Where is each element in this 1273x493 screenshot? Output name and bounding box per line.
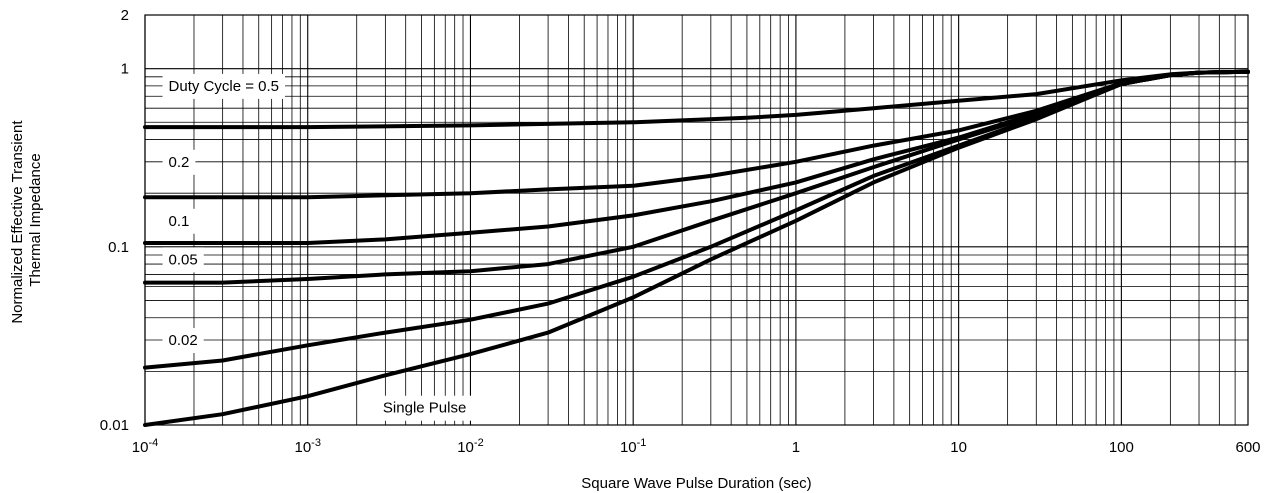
y-axis-label-line-2: Thermal Impedance [27,153,44,286]
x-tick-label: 100 [1109,439,1134,456]
curve [143,69,1250,427]
curve [143,69,1250,370]
curve-label: 0.1 [169,213,190,230]
plot-frame [144,14,1249,426]
x-tick-label: 10-2 [457,437,483,456]
curve-label: Single Pulse [383,400,466,417]
y-tick-label: 1 [121,61,129,78]
x-tick-label: 10-1 [620,437,646,456]
x-tick-label: 10-4 [132,437,158,456]
curve-label-bg [162,149,196,175]
y-tick-labels: 2 1 0.1 0.01 [100,7,129,434]
curve-label-bg [376,395,473,421]
curve-label: 0.02 [169,332,198,349]
x-tick-label: 1 [792,439,800,456]
curve-label-bg [162,73,286,99]
x-tick-label: 10-3 [294,437,320,456]
y-tick-label: 2 [121,7,129,24]
y-axis-label: Normalized Effective Transient Thermal I… [9,116,44,323]
curve-label: 0.2 [169,154,190,171]
x-tick-label: 10 [950,439,967,456]
curve-label: Duty Cycle = 0.5 [169,78,279,95]
curves [143,69,1250,427]
curve-labels: Duty Cycle = 0.5 0.2 0.1 0.05 0.02 Single Pul… [162,73,473,421]
curve-label: 0.05 [169,251,198,268]
x-axis-label: Square Wave Pulse Duration (sec) [581,475,811,492]
curve-label-bg [162,208,196,234]
plot-grid [144,14,1249,426]
curve-label-bg [162,327,204,353]
y-axis-label-line-1: Normalized Effective Transient [9,120,26,324]
curve-label-bg [162,247,204,273]
y-tick-label: 0.01 [100,417,129,434]
x-tick-labels: 10-4 10-3 10-2 10-1 1 10 100 600 [132,437,1261,456]
curve [143,69,1250,200]
y-tick-label: 0.1 [108,239,129,256]
x-tick-label: 600 [1235,439,1260,456]
